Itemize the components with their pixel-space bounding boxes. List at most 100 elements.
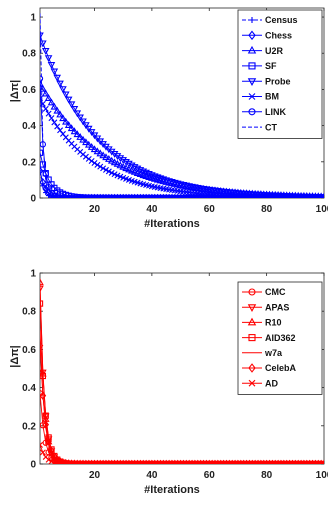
data-point xyxy=(45,184,52,191)
data-point xyxy=(53,74,62,82)
data-point xyxy=(50,68,59,76)
series-line-ad xyxy=(40,444,324,464)
y-axis-label: |Δπ| xyxy=(9,80,21,102)
data-point xyxy=(82,122,90,130)
data-point xyxy=(56,110,64,118)
data-point xyxy=(136,167,145,174)
y-axis-label: |Δπ| xyxy=(9,345,21,367)
legend-marker xyxy=(248,93,256,100)
data-point xyxy=(45,110,52,117)
legend-box xyxy=(237,9,323,139)
x-tick-label: 20 xyxy=(89,204,101,215)
data-point xyxy=(105,168,112,175)
data-point xyxy=(122,164,130,172)
data-point xyxy=(41,48,50,55)
y-tick-label: 0.2 xyxy=(22,157,36,168)
legend-label: LINK xyxy=(265,107,286,117)
y-tick-label: 0 xyxy=(30,460,36,471)
y-tick-label: 0 xyxy=(30,194,36,205)
y-tick-label: 1 xyxy=(30,13,36,24)
data-point xyxy=(40,341,44,350)
data-point xyxy=(42,105,49,112)
series-layer xyxy=(40,13,324,198)
data-point xyxy=(54,193,61,198)
legend-label: SF xyxy=(265,61,277,71)
data-point xyxy=(145,171,153,178)
data-point xyxy=(48,115,55,122)
data-point xyxy=(321,459,324,464)
y-tick-label: 0.6 xyxy=(22,85,36,96)
legend-label: BM xyxy=(265,92,279,102)
data-point xyxy=(56,80,64,88)
data-point xyxy=(107,156,116,164)
y-tick-label: 0.8 xyxy=(22,49,36,60)
data-point xyxy=(79,135,87,143)
series-line-cmc xyxy=(40,393,324,464)
legend-label: Probe xyxy=(265,76,291,86)
legend-box xyxy=(237,281,323,395)
data-point xyxy=(59,114,67,122)
data-point xyxy=(119,157,127,165)
data-point xyxy=(116,155,125,163)
data-point xyxy=(113,159,122,167)
data-point xyxy=(54,460,61,464)
y-tick-label: 0.8 xyxy=(22,307,36,318)
data-point xyxy=(47,62,56,69)
x-tick-label: 60 xyxy=(204,204,216,215)
data-point xyxy=(82,138,90,146)
data-point xyxy=(40,32,44,40)
data-point xyxy=(139,168,148,176)
y-tick-label: 1 xyxy=(30,269,36,280)
data-point xyxy=(133,165,142,173)
data-point xyxy=(40,441,43,448)
data-point xyxy=(130,167,139,175)
data-point xyxy=(45,456,52,463)
data-point xyxy=(100,165,107,172)
data-point xyxy=(130,164,139,171)
data-point xyxy=(53,106,62,114)
data-point xyxy=(99,151,107,159)
y-tick-label: 0.6 xyxy=(22,345,36,356)
data-point xyxy=(51,192,58,198)
data-point xyxy=(40,79,44,87)
data-point xyxy=(125,165,133,173)
data-point xyxy=(40,161,47,168)
x-tick-label: 40 xyxy=(146,470,158,481)
data-point xyxy=(47,98,56,106)
data-point xyxy=(40,278,44,286)
data-point xyxy=(125,160,133,168)
x-tick-label: 60 xyxy=(204,470,216,481)
data-point xyxy=(42,420,50,429)
data-point xyxy=(62,117,70,125)
data-point xyxy=(40,300,44,307)
x-tick-label: 20 xyxy=(89,470,101,481)
data-point xyxy=(94,161,101,168)
legend-marker xyxy=(247,45,257,54)
data-point xyxy=(67,124,76,132)
legend: Census Chess U2R SF Probe BM LINK CT xyxy=(237,9,323,139)
data-point xyxy=(57,460,64,464)
legend-label: CMC xyxy=(265,287,286,297)
data-point xyxy=(102,153,110,161)
x-axis-label: #Iterations xyxy=(144,484,200,496)
chart-panel-2: 20 40 60 80 100 0 0.2 0.4 0.6 0.8 1 #Iterations |Δπ|… xyxy=(9,269,328,497)
y-tick-label: 0.4 xyxy=(22,121,36,132)
data-point xyxy=(110,158,119,166)
data-point xyxy=(87,143,96,150)
legend-label: U2R xyxy=(265,46,284,56)
x-tick-label: 100 xyxy=(316,204,328,215)
data-point xyxy=(40,149,44,156)
data-point xyxy=(42,412,49,419)
data-point xyxy=(73,110,82,118)
data-point xyxy=(40,285,44,293)
data-point xyxy=(128,162,136,170)
data-point xyxy=(84,125,93,133)
legend-label: CelebA xyxy=(265,363,297,373)
data-point xyxy=(91,160,98,166)
data-point xyxy=(40,449,46,456)
y-tick-label: 0.2 xyxy=(22,421,36,432)
data-point xyxy=(76,114,84,122)
y-tick-label: 0.4 xyxy=(22,383,36,394)
legend-label: Chess xyxy=(265,31,292,41)
